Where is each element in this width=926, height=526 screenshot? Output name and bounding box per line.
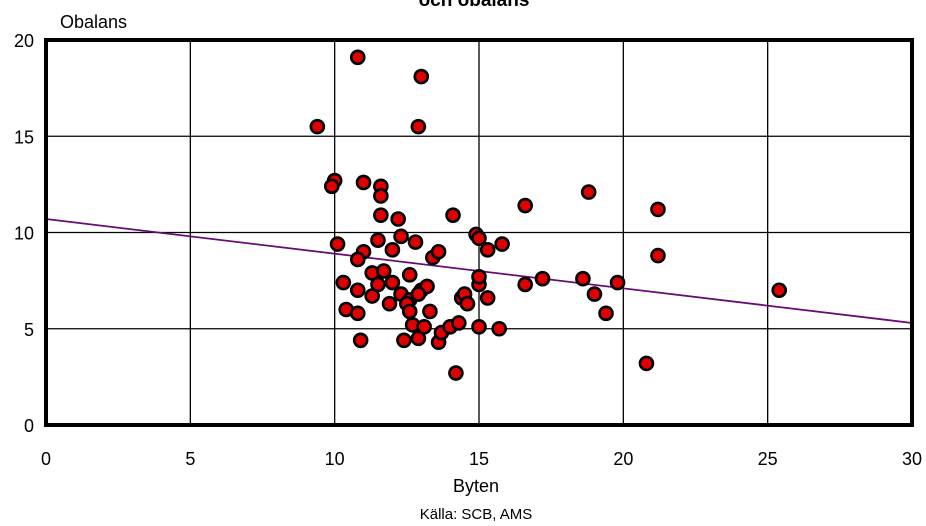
data-point [329,236,346,252]
x-tick-label: 5 [185,449,195,469]
y-axis-title: Obalans [60,12,127,32]
data-point [650,247,666,264]
source-note: Källa: SCB, AMS [420,506,533,523]
data-point [375,263,392,279]
data-point [384,274,401,291]
x-tick-label: 25 [758,449,778,469]
data-point [517,197,533,214]
data-point [422,303,438,320]
x-tick-label: 15 [469,449,489,469]
data-point [586,286,603,302]
data-point [335,274,352,291]
data-point [373,188,389,204]
data-point [471,319,487,335]
data-point [396,332,412,349]
data-point [598,305,614,322]
data-point [390,211,406,227]
data-point [349,251,366,268]
x-tick-label: 0 [41,449,51,469]
y-tick-label: 20 [14,31,34,51]
data-point [517,276,533,293]
y-tick-labels: 0 5 10 15 20 [14,31,34,436]
data-point [349,282,366,299]
x-tick-label: 10 [325,449,345,469]
data-point [410,286,427,302]
x-tick-labels: 0 5 10 15 20 25 30 [41,449,922,469]
data-point [650,201,666,218]
plot-frame [44,38,914,427]
data-point [479,242,496,258]
data-point [373,207,389,223]
data-point [450,315,467,331]
data-point [580,184,597,200]
data-point [381,295,398,312]
data-point [349,305,366,322]
data-point [401,267,418,283]
data-point [309,118,326,135]
data-point [355,174,372,191]
data-point [479,290,496,306]
data-point [413,68,430,85]
data-point [575,270,591,287]
data-point [323,178,340,195]
data-point [638,355,655,372]
data-point [401,303,418,320]
data-point [445,207,461,223]
data-point [352,332,369,349]
data-point [370,232,386,248]
data-point [471,230,487,247]
data-point [471,268,487,285]
data-point [349,49,366,66]
data-point [416,319,432,335]
data-point [459,295,476,312]
data-point [364,288,380,304]
data-point [407,234,424,250]
data-points [309,49,788,381]
y-tick-label: 0 [24,416,34,436]
data-point [430,243,447,260]
data-point [609,274,626,291]
chart-title: och obalans [419,0,530,11]
y-tick-label: 5 [24,320,34,340]
y-tick-label: 15 [14,127,34,147]
data-point [448,365,464,381]
data-point [410,118,427,135]
data-point [393,228,409,245]
x-axis-title: Byten [453,476,499,496]
data-point [491,320,508,337]
data-point [384,242,401,258]
data-point [494,236,510,252]
data-point [534,270,551,287]
data-point [771,282,788,299]
x-tick-label: 30 [902,449,922,469]
y-tick-label: 10 [14,224,34,244]
x-tick-label: 20 [613,449,633,469]
